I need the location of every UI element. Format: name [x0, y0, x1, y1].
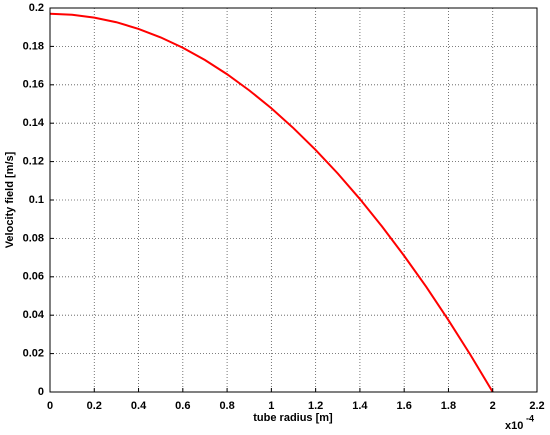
- y-tick-label: 0.06: [23, 271, 44, 283]
- x-tick-label: 2: [490, 400, 496, 412]
- y-tick-label: 0.2: [29, 2, 44, 14]
- y-tick-label: 0.08: [23, 232, 44, 244]
- y-tick-label: 0.1: [29, 194, 44, 206]
- x-tick-label: 1.8: [441, 400, 456, 412]
- x-scale-base: x10: [505, 420, 523, 432]
- x-tick-label: 1.2: [308, 400, 323, 412]
- x-tick-label: 0.8: [219, 400, 234, 412]
- x-tick-label: 1.6: [397, 400, 412, 412]
- x-tick-label: 0.6: [175, 400, 190, 412]
- x-tick-label: 1.4: [352, 400, 368, 412]
- x-tick-label: 2.2: [529, 400, 544, 412]
- data-line: [49, 12, 494, 393]
- y-axis-label: Velocity field [m/s]: [4, 151, 16, 248]
- y-tick-label: 0.18: [23, 40, 44, 52]
- lines: [49, 12, 494, 393]
- y-tick-label: 0.04: [23, 309, 45, 321]
- x-axis-label: tube radius [m]: [253, 412, 333, 424]
- y-tick-label: 0: [38, 386, 44, 398]
- x-tick-label: 0.4: [131, 400, 147, 412]
- y-tick-label: 0.16: [23, 79, 44, 91]
- x-scale-exponent: -4: [526, 413, 534, 423]
- x-tick-label: 1: [268, 400, 274, 412]
- y-tick-label: 0.14: [23, 117, 45, 129]
- y-tick-label: 0.02: [23, 348, 44, 360]
- x-tick-label: 0: [47, 400, 53, 412]
- y-tick-label: 0.12: [23, 156, 44, 168]
- x-tick-label: 0.2: [87, 400, 102, 412]
